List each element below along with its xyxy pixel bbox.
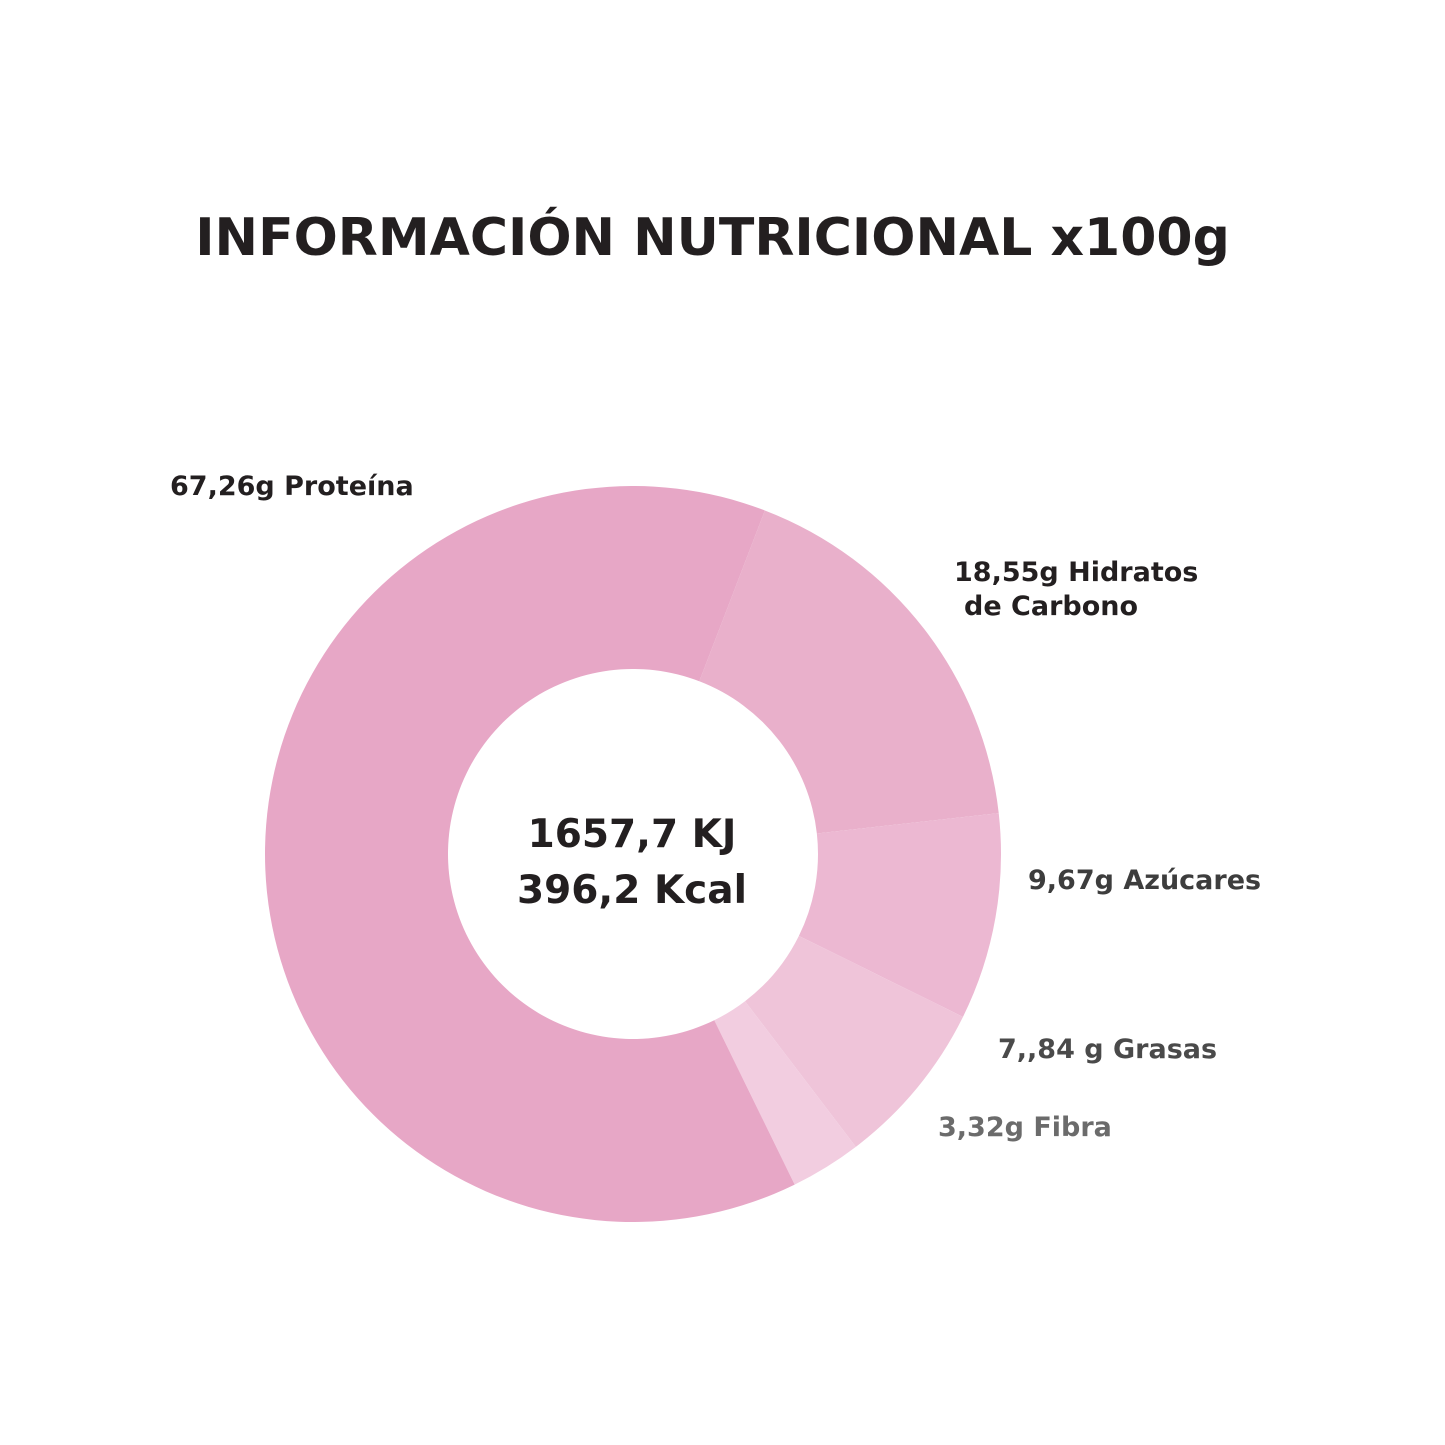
label-proteina: 67,26g Proteína <box>170 471 414 502</box>
label-hidratos: 18,55g Hidratos de Carbono <box>954 556 1198 624</box>
slice-grasas <box>745 935 964 1147</box>
slice-hidratos <box>699 510 999 834</box>
slice-fibra <box>714 1001 856 1185</box>
label-hidratos-line1: 18,55g Hidratos <box>954 557 1199 588</box>
label-hidratos-line2: de Carbono <box>964 591 1139 622</box>
slice-proteina <box>264 485 795 1222</box>
chart-title: INFORMACIÓN NUTRICIONAL x100g <box>195 208 1230 268</box>
label-grasas: 7,,84 g Grasas <box>998 1034 1218 1065</box>
label-azucares: 9,67g Azúcares <box>1028 865 1262 896</box>
energy-kcal: 396,2 Kcal <box>517 868 747 913</box>
energy-kj: 1657,7 KJ <box>527 812 737 857</box>
slice-azucares <box>798 813 1001 1017</box>
label-fibra: 3,32g Fibra <box>938 1112 1112 1143</box>
